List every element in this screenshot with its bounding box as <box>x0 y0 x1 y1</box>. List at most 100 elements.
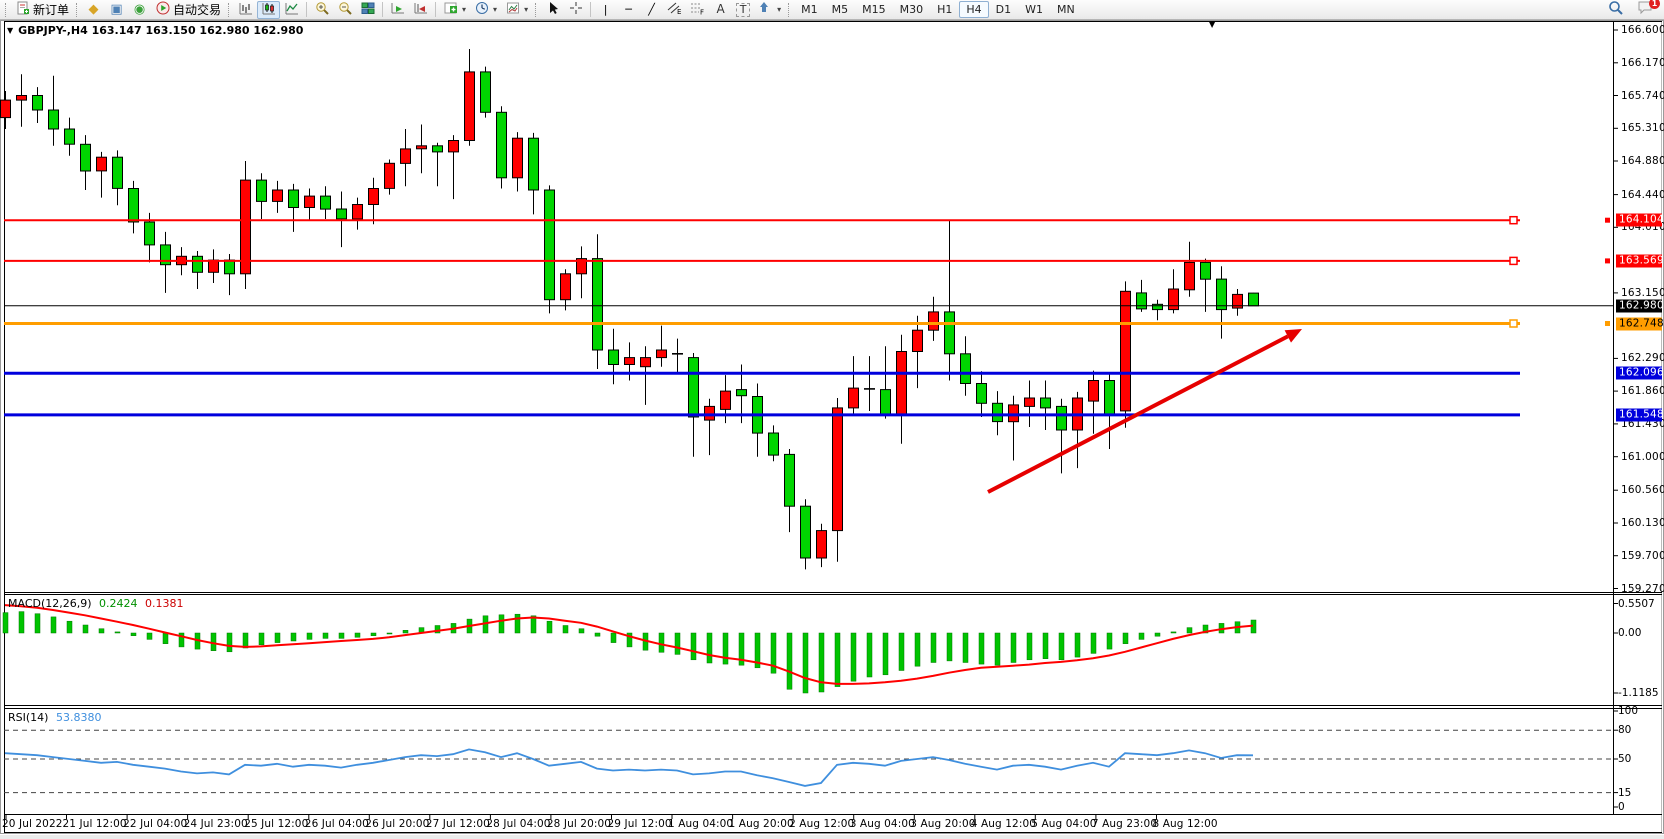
price-axis-label: 163.150 <box>1621 286 1664 299</box>
timeframe-button-h4[interactable]: H4 <box>959 1 989 18</box>
line-chart-button[interactable] <box>280 1 303 19</box>
new-order-icon <box>15 1 30 19</box>
new-order-button[interactable]: 新订单 <box>11 1 73 19</box>
zoom-in-button[interactable] <box>310 1 333 19</box>
time-axis-label: 5 Aug 04:00 <box>1031 818 1097 830</box>
periods-button[interactable]: ▾ <box>470 1 501 19</box>
timeframe-button-m15[interactable]: M15 <box>862 3 886 16</box>
price-axis-label: 161.860 <box>1621 385 1664 398</box>
collapse-triangle-icon[interactable]: ▼ <box>7 26 14 35</box>
tile-windows-button[interactable] <box>356 1 379 19</box>
time-axis-label: 28 Jul 20:00 <box>546 818 612 830</box>
autotrading-icon <box>155 1 170 19</box>
time-axis-label: 1 Aug 20:00 <box>728 818 794 830</box>
price-axis-label: 159.270 <box>1621 582 1664 595</box>
time-axis-label: 21 Jul 12:00 <box>62 818 127 830</box>
toolbar-separator <box>435 2 437 17</box>
chat-button[interactable]: 1 <box>1633 0 1660 19</box>
svg-text:E: E <box>677 8 681 15</box>
fibonacci-tool[interactable]: F <box>686 1 709 19</box>
time-axis-label: 2 Aug 12:00 <box>789 818 855 830</box>
arrows-tool[interactable]: ▾ <box>754 1 785 19</box>
time-axis-label: 3 Aug 20:00 <box>910 818 976 830</box>
chart-shift-marker[interactable]: ▼ <box>1209 20 1216 29</box>
autotrading-label: 自动交易 <box>173 3 222 17</box>
autotrading-button[interactable]: 自动交易 <box>151 1 225 19</box>
toolbar-separator <box>590 2 592 17</box>
svg-text:F: F <box>700 8 704 15</box>
zoom-in-icon <box>314 1 329 19</box>
price-axis-label: 166.600 <box>1621 24 1664 36</box>
time-axis-label: 7 Aug 23:00 <box>1091 818 1158 830</box>
macd-axis-label: -1.1185 <box>1618 687 1659 699</box>
time-axis-label: 3 Aug 04:00 <box>849 818 915 830</box>
toolbar-separator <box>306 2 308 17</box>
gold-diamond-icon: ◆ <box>88 2 99 17</box>
timeframe-button-w1[interactable]: W1 <box>1025 3 1043 16</box>
fibonacci-icon: F <box>690 1 705 19</box>
rsi-axis-label: 15 <box>1618 786 1632 799</box>
chevron-down-icon: ▾ <box>462 5 467 14</box>
search-button[interactable] <box>1604 1 1627 19</box>
bar-chart-icon <box>238 1 253 19</box>
candlestick-chart-button[interactable] <box>257 0 281 19</box>
text-tool[interactable]: A <box>709 1 732 19</box>
toolbar-grip <box>788 2 791 17</box>
rsi-value: 53.8380 <box>55 711 102 724</box>
timeframe-toolbar: M1 M5 M15 M30 H1 H4 D1 W1 MN <box>794 1 1082 18</box>
new-order-label: 新订单 <box>33 3 70 17</box>
price-axis-label: 166.170 <box>1621 56 1664 69</box>
time-axis-label: 1 Aug 04:00 <box>668 818 734 830</box>
rsi-indicator-label: RSI(14) 53.8380 <box>8 711 102 724</box>
market-watch-button[interactable]: ◆ <box>82 1 105 19</box>
text-label-tool[interactable]: T <box>732 1 754 19</box>
timeframe-button-d1[interactable]: D1 <box>995 3 1012 16</box>
timeframe-button-h1[interactable]: H1 <box>937 3 953 16</box>
macd-axis-label: 0.5507 <box>1618 597 1655 610</box>
time-axis-label: 28 Jul 04:00 <box>486 818 551 830</box>
data-window-icon: ▣ <box>110 2 123 17</box>
time-axis-label: 24 Jul 23:00 <box>183 818 248 830</box>
price-axis-label: 164.440 <box>1621 188 1664 201</box>
trendline-tool[interactable]: ╱ <box>640 1 663 19</box>
auto-scroll-button[interactable] <box>386 1 409 19</box>
signals-button[interactable]: ◉ <box>128 1 151 19</box>
templates-button[interactable]: ▾ <box>501 1 532 19</box>
timeframe-button-m5[interactable]: M5 <box>831 3 849 16</box>
time-axis-label: 8 Aug 12:00 <box>1152 818 1218 830</box>
macd-indicator-label: MACD(12,26,9) 0.2424 0.1381 <box>8 597 184 610</box>
vertical-line-icon: | <box>603 3 608 16</box>
template-icon <box>505 1 520 19</box>
channel-tool[interactable]: E <box>663 1 686 19</box>
price-line-badge: 164.104 <box>1616 213 1664 227</box>
time-axis-label: 26 Jul 20:00 <box>365 818 430 830</box>
zoom-out-button[interactable] <box>333 1 356 19</box>
auto-scroll-icon <box>390 1 405 19</box>
timeframe-button-mn[interactable]: MN <box>1057 3 1075 16</box>
price-line-badge: 161.548 <box>1616 408 1664 422</box>
time-axis-label: 27 Jul 12:00 <box>425 818 490 830</box>
search-icon <box>1608 0 1623 19</box>
timeframe-button-m1[interactable]: M1 <box>801 3 818 16</box>
signal-icon: ◉ <box>133 2 146 17</box>
equidistant-channel-icon: E <box>667 1 682 19</box>
price-line-badge: 162.096 <box>1616 366 1664 380</box>
data-window-button[interactable]: ▣ <box>105 1 128 19</box>
line-chart-icon <box>284 1 299 19</box>
crosshair-button[interactable] <box>564 1 587 19</box>
time-axis-label: 25 Jul 12:00 <box>244 818 309 830</box>
clock-icon <box>474 1 489 19</box>
time-axis-label: 4 Aug 12:00 <box>970 818 1037 830</box>
timeframe-button-m30[interactable]: M30 <box>899 3 924 16</box>
horizontal-line-icon: ─ <box>625 3 632 16</box>
macd-signal-value: 0.1381 <box>145 597 184 610</box>
chart-shift-button[interactable] <box>409 1 432 19</box>
horizontal-line-tool[interactable]: ─ <box>617 1 640 19</box>
rsi-axis-label: 100 <box>1618 705 1639 717</box>
indicators-button[interactable]: ▾ <box>439 1 470 19</box>
bar-chart-button[interactable] <box>234 1 257 19</box>
price-axis-label: 162.290 <box>1621 352 1664 365</box>
price-line-badge: 162.980 <box>1616 299 1664 313</box>
vertical-line-tool[interactable]: | <box>594 1 617 19</box>
cursor-button[interactable] <box>541 1 564 19</box>
